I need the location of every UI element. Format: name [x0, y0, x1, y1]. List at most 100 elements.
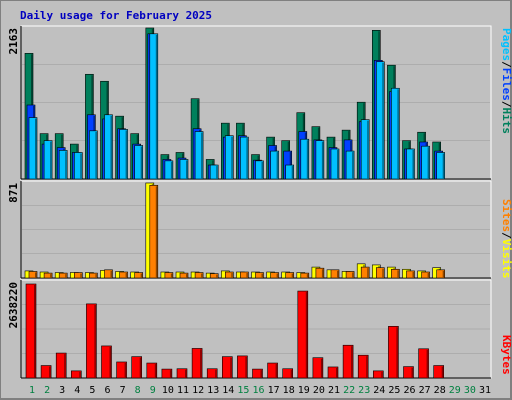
sites-bar-day-20: [315, 267, 325, 279]
pages-bar-day-10: [164, 160, 174, 180]
day-label-18: 18: [283, 385, 295, 396]
pages-bar-day-10-shade: [170, 161, 173, 179]
sites-bar-day-22: [345, 271, 355, 279]
pages-bar-day-1-shade: [35, 118, 37, 179]
sites-bar-day-27-shade: [427, 273, 430, 278]
kbytes-bar-day-11: [176, 368, 188, 379]
day-label-3: 3: [59, 385, 65, 396]
kbytes-bar-day-25-shade: [396, 327, 398, 378]
kbytes-bar-day-4: [71, 370, 82, 379]
kbytes-bar-day-7: [116, 361, 127, 379]
pages-bar-day-5-shade: [95, 131, 97, 179]
kbytes-bar-day-18: [282, 368, 294, 379]
day-label-13: 13: [207, 385, 219, 396]
legend-entry-sites: Sites: [500, 199, 512, 232]
sites-bar-day-15: [240, 271, 249, 279]
pages-bar-day-12-shade: [201, 132, 203, 179]
kbytes-bar-day-15-shade: [245, 356, 247, 378]
sites-bar-day-1-shade: [35, 272, 37, 278]
kbytes-bar-day-2: [40, 365, 52, 379]
kbytes-bar-day-7-shade: [124, 362, 127, 378]
sites-bar-day-4-shade: [80, 273, 82, 278]
pages-bar-day-15: [240, 136, 249, 180]
pages-bar-day-1: [28, 117, 38, 180]
legend-entry-files: Files: [500, 68, 512, 101]
pages-bar-day-17-shade: [276, 152, 279, 179]
sites-bar-day-9: [149, 184, 159, 279]
pages-bar-day-16: [255, 160, 264, 180]
kbytes-bar-day-10-shade: [169, 370, 172, 378]
kbytes-bar-day-27-shade: [426, 349, 429, 378]
pages-bar-day-7: [119, 129, 128, 180]
sites-bar-day-25: [391, 268, 400, 279]
sites-bar-day-14: [225, 271, 234, 279]
day-label-19: 19: [298, 385, 310, 396]
sites-bar-day-13-shade: [216, 274, 218, 278]
legend-entry-pages: Pages: [500, 28, 512, 61]
frame-shadow-bottom: [0, 398, 512, 400]
sites-bar-day-1: [28, 271, 38, 279]
sites-bar-day-10-shade: [170, 273, 173, 278]
pages-bar-day-13: [209, 164, 219, 180]
day-label-4: 4: [74, 385, 80, 396]
legend-panel-2: Sites/Visits: [500, 199, 512, 279]
kbytes-bar-day-19: [297, 290, 309, 379]
day-label-21: 21: [328, 385, 340, 396]
kbytes-bar-day-1: [25, 283, 37, 379]
kbytes-bar-day-22-shade: [351, 346, 353, 378]
legend-entry-visits: Visits: [500, 239, 512, 279]
kbytes-bar-day-19-shade: [305, 292, 308, 378]
sites-bar-day-8-shade: [140, 273, 143, 278]
kbytes-bar-day-16: [252, 368, 263, 379]
sites-bar-day-4: [74, 272, 83, 279]
day-label-24: 24: [373, 385, 385, 396]
sites-bar-day-2: [43, 272, 53, 279]
kbytes-bar-day-5: [86, 303, 97, 379]
sites-bar-day-19-shade: [306, 274, 309, 278]
kbytes-bar-day-26: [403, 366, 414, 379]
day-label-29: 29: [449, 385, 461, 396]
sites-bar-day-20-shade: [321, 269, 324, 278]
sites-bar-day-10: [164, 272, 174, 279]
kbytes-bar-day-12-shade: [200, 349, 202, 378]
kbytes-bar-day-2-shade: [49, 366, 51, 378]
pages-bar-day-8-shade: [140, 146, 143, 179]
day-label-2: 2: [44, 385, 50, 396]
kbytes-bar-day-21: [327, 366, 339, 379]
sites-bar-day-14-shade: [231, 273, 233, 278]
sites-bar-day-16-shade: [261, 273, 263, 278]
kbytes-bar-day-8-shade: [139, 357, 142, 378]
chart-title: Daily usage for February 2025: [20, 9, 212, 22]
day-label-1: 1: [29, 385, 35, 396]
pages-bar-day-22: [345, 150, 355, 180]
pages-bar-day-4: [74, 152, 83, 180]
kbytes-bar-day-23: [357, 354, 369, 379]
pages-bar-day-25: [391, 87, 400, 180]
pages-bar-day-23: [360, 119, 370, 180]
sites-bar-day-16: [255, 272, 264, 279]
sites-bar-day-15-shade: [246, 273, 248, 278]
sites-bar-day-21-shade: [337, 270, 339, 278]
sites-bar-day-3-shade: [65, 274, 67, 278]
day-label-5: 5: [89, 385, 95, 396]
day-label-22: 22: [343, 385, 355, 396]
pages-bar-day-24-shade: [382, 62, 384, 179]
pages-bar-day-15-shade: [246, 138, 248, 179]
kbytes-bar-day-8: [131, 356, 142, 379]
sites-bar-day-17-shade: [276, 273, 279, 278]
pages-bar-day-19: [300, 138, 310, 180]
kbytes-bar-day-22: [342, 344, 354, 379]
kbytes-bar-day-14-shade: [230, 357, 232, 378]
kbytes-bar-day-21-shade: [336, 367, 338, 378]
kbytes-bar-day-3: [55, 352, 67, 379]
kbytes-bar-day-26-shade: [411, 367, 413, 378]
pages-bar-day-11-shade: [186, 160, 188, 179]
pages-bar-day-6-shade: [110, 115, 112, 179]
day-label-15: 15: [237, 385, 249, 396]
kbytes-bar-day-24-shade: [381, 371, 383, 378]
sites-bar-day-23-shade: [367, 268, 369, 278]
sites-bar-day-27: [421, 271, 430, 279]
kbytes-bar-day-9-shade: [154, 364, 157, 378]
sites-bar-day-3: [58, 272, 68, 279]
